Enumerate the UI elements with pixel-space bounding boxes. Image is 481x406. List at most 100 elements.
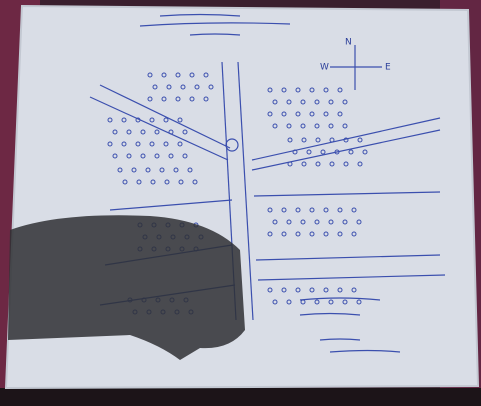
road-line [251, 129, 441, 171]
house-dot [122, 179, 128, 185]
house-dot [357, 137, 363, 143]
house-dot [168, 129, 174, 135]
house-dot [309, 87, 315, 93]
house-dot [267, 111, 273, 117]
house-dot [300, 299, 306, 305]
road-line [253, 191, 441, 197]
house-dot [154, 153, 160, 159]
house-dot [163, 117, 169, 123]
house-dot [189, 72, 195, 78]
house-dot [309, 207, 315, 213]
house-dot [267, 231, 273, 237]
house-dot [152, 84, 158, 90]
house-dot [147, 72, 153, 78]
house-dot [337, 87, 343, 93]
house-dot [295, 87, 301, 93]
house-dot [281, 87, 287, 93]
house-dot [161, 96, 167, 102]
house-dot [272, 299, 278, 305]
house-dot [126, 153, 132, 159]
road-line [237, 61, 254, 321]
note-scribble [299, 297, 401, 353]
house-dot [286, 299, 292, 305]
house-dot [351, 231, 357, 237]
house-dot [150, 179, 156, 185]
house-dot [286, 99, 292, 105]
house-dot [295, 287, 301, 293]
house-dot [314, 123, 320, 129]
house-dot [309, 287, 315, 293]
house-dot [267, 287, 273, 293]
house-dot [281, 207, 287, 213]
house-dot [267, 87, 273, 93]
road-line [251, 117, 441, 161]
compass-north: N [345, 38, 352, 48]
house-dot [315, 161, 321, 167]
house-dot [301, 161, 307, 167]
road-line [89, 96, 229, 161]
house-dot [342, 99, 348, 105]
house-dot [337, 207, 343, 213]
road-line [109, 199, 233, 211]
house-dot [272, 219, 278, 225]
house-dot [163, 141, 169, 147]
shadow [8, 215, 245, 360]
house-dot [192, 179, 198, 185]
house-dot [149, 141, 155, 147]
house-dot [323, 287, 329, 293]
house-dot [323, 231, 329, 237]
house-dot [287, 137, 293, 143]
house-dot [320, 149, 326, 155]
house-dot [147, 96, 153, 102]
house-dot [287, 161, 293, 167]
house-dot [131, 167, 137, 173]
house-dot [272, 123, 278, 129]
house-dot [140, 129, 146, 135]
house-dot [112, 153, 118, 159]
house-dot [329, 137, 335, 143]
house-dot [357, 161, 363, 167]
house-dot [135, 117, 141, 123]
house-dot [342, 123, 348, 129]
center-mark [225, 138, 239, 152]
house-dot [328, 299, 334, 305]
house-dot [314, 99, 320, 105]
house-dot [295, 207, 301, 213]
house-dot [329, 161, 335, 167]
house-dot [135, 141, 141, 147]
house-dot [175, 96, 181, 102]
house-dot [126, 129, 132, 135]
house-dot [300, 123, 306, 129]
house-dot [343, 161, 349, 167]
house-dot [121, 117, 127, 123]
house-dot [337, 111, 343, 117]
road-line [99, 84, 231, 149]
house-dot [314, 219, 320, 225]
house-dot [164, 179, 170, 185]
house-dot [351, 207, 357, 213]
house-dot [149, 117, 155, 123]
house-dot [356, 219, 362, 225]
house-dot [281, 111, 287, 117]
house-dot [342, 299, 348, 305]
house-dot [182, 129, 188, 135]
house-dot [194, 84, 200, 90]
house-dot [272, 99, 278, 105]
house-dot [348, 149, 354, 155]
house-dot [107, 117, 113, 123]
house-dot [178, 179, 184, 185]
road-line [257, 274, 446, 281]
house-dot [314, 299, 320, 305]
compass-west: W [320, 63, 329, 73]
house-dot [328, 99, 334, 105]
house-dot [208, 84, 214, 90]
house-dot [136, 179, 142, 185]
house-dot [323, 207, 329, 213]
house-dot [300, 99, 306, 105]
road-line [255, 254, 441, 261]
heading-scribble [139, 13, 291, 36]
house-dot [315, 137, 321, 143]
house-dot [301, 137, 307, 143]
house-dot [323, 111, 329, 117]
